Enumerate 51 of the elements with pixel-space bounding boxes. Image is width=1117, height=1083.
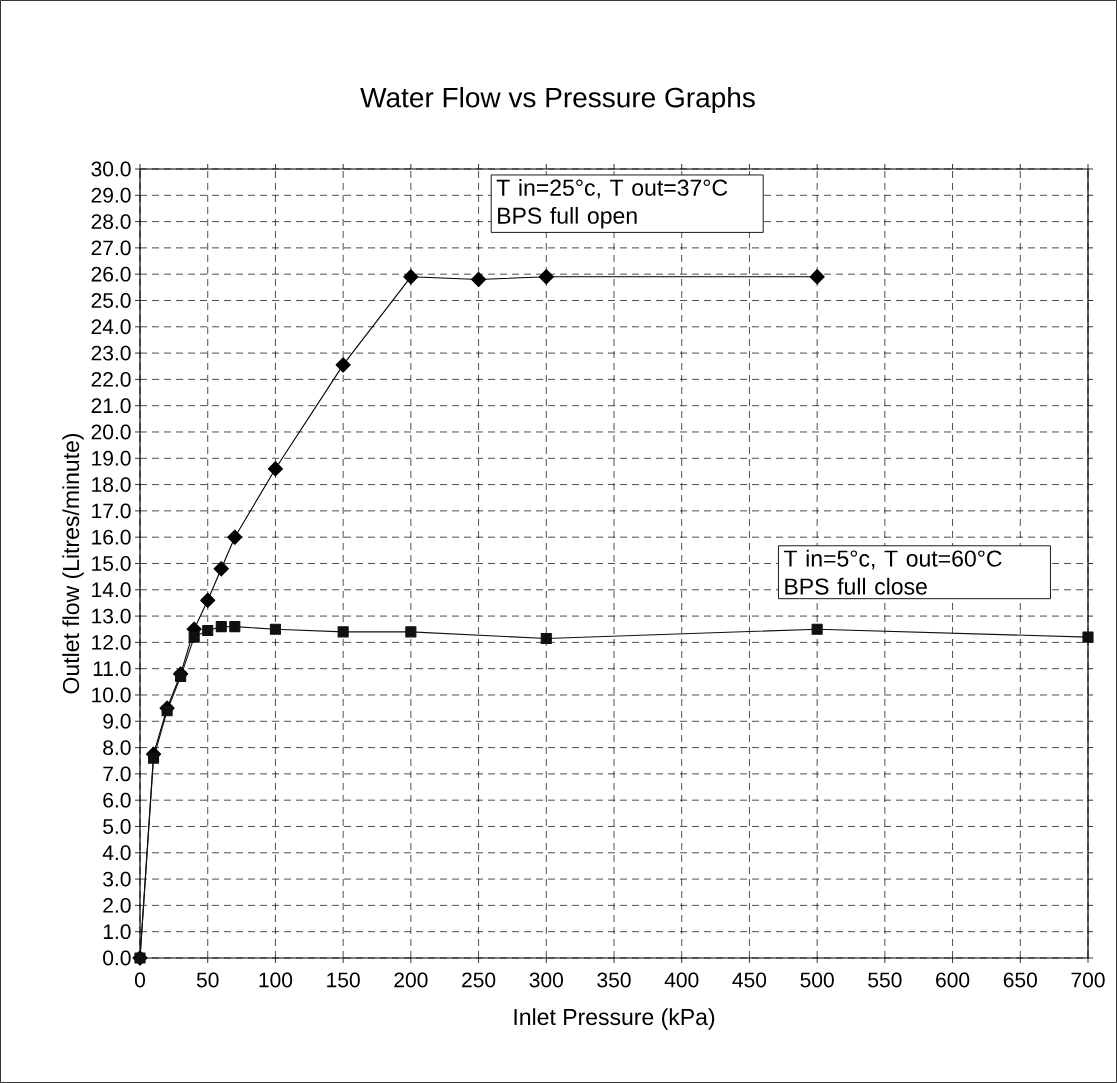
y-axis-title: Outlet flow (Litres/minute) — [62, 433, 84, 694]
y-tick-label: 15.0 — [92, 556, 131, 571]
y-tick-label: 20.0 — [91, 424, 131, 440]
y-tick-label: 4.0 — [102, 845, 131, 861]
x-tick-label: 100 — [259, 972, 293, 988]
x-tick-label: 550 — [868, 972, 902, 988]
y-tick-label: 28.0 — [91, 214, 131, 230]
y-tick-label: 5.0 — [103, 819, 131, 834]
y-tick-label: 14.0 — [92, 582, 131, 598]
x-tick-label: 450 — [732, 972, 767, 988]
y-tick-label: 10.0 — [92, 687, 131, 703]
y-tick-label: 17.0 — [92, 503, 131, 519]
x-tick-label: 500 — [800, 972, 834, 988]
x-tick-label: 600 — [936, 972, 970, 988]
y-tick-label: 21.0 — [91, 398, 131, 414]
y-tick-label: 13.0 — [92, 608, 131, 624]
x-tick-label: 650 — [1003, 972, 1037, 988]
y-tick-label: 26.0 — [91, 266, 131, 282]
y-tick-label: 18.0 — [92, 477, 131, 493]
y-tick-label: 24.0 — [91, 319, 131, 335]
y-tick-label: 3.0 — [103, 871, 131, 887]
x-tick-label: 50 — [196, 972, 219, 988]
y-tick-label: 8.0 — [103, 740, 131, 756]
y-tick-label: 22.0 — [91, 371, 131, 387]
y-tick-label: 29.0 — [91, 187, 131, 203]
y-tick-label: 1.0 — [103, 924, 131, 940]
x-tick-label: 300 — [529, 972, 563, 988]
x-tick-label: 400 — [664, 972, 699, 988]
x-tick-label: 200 — [394, 972, 428, 988]
y-tick-label: 9.0 — [103, 713, 131, 729]
x-tick-label: 700 — [1071, 972, 1105, 988]
x-axis-title: Inlet Pressure (kPa) — [514, 1008, 715, 1030]
x-tick-label: 0 — [134, 972, 146, 988]
y-tick-label: 25.0 — [91, 293, 131, 308]
y-tick-label: 7.0 — [103, 766, 131, 782]
y-tick-label: 6.0 — [103, 792, 131, 808]
legend-label: T in=25°c, T out=37°C BPS full open — [496, 178, 728, 229]
x-tick-label: 350 — [597, 972, 631, 988]
series-label: T in=5°c, T out=60°C BPS full close — [783, 549, 1002, 595]
y-tick-label: 2.0 — [103, 897, 131, 913]
x-tick-label: 150 — [327, 972, 360, 988]
y-tick-label: 23.0 — [91, 345, 131, 361]
y-tick-label: 12.0 — [92, 634, 131, 650]
y-tick-label: 11.0 — [93, 661, 131, 677]
y-tick-label: 27.0 — [91, 240, 131, 256]
y-tick-label: 0.0 — [103, 950, 131, 966]
chart-title: Water Flow vs Pressure Graphs — [360, 86, 755, 114]
x-tick-label: 250 — [462, 972, 496, 988]
y-tick-label: 30.0 — [91, 161, 131, 177]
y-tick-label: 16.0 — [92, 529, 131, 545]
y-tick-label: 19.0 — [92, 450, 131, 466]
